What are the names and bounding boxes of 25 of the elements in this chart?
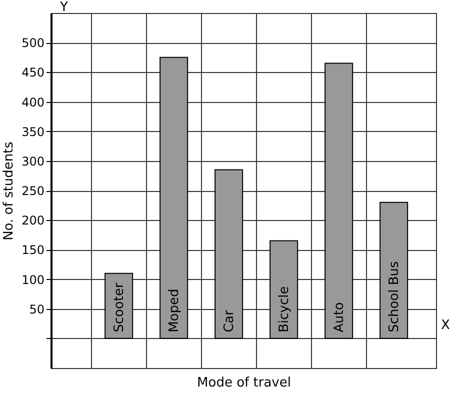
- bar: [324, 62, 354, 339]
- y-tick-label: 300: [22, 154, 44, 168]
- bar: [214, 169, 244, 339]
- y-tick-label: 150: [22, 243, 44, 258]
- x-axis-title: Mode of travel: [197, 376, 291, 390]
- y-tick-label: 500: [22, 36, 44, 50]
- bar: [380, 202, 408, 339]
- x-tick-label: Bicycle: [276, 286, 292, 332]
- y-tick-label: 50: [29, 302, 44, 316]
- x-tick-label: Auto: [332, 302, 347, 332]
- x-tick-label: Moped: [166, 288, 182, 332]
- y-tick-label: 400: [22, 95, 44, 110]
- y-axis-title: No. of students: [2, 141, 17, 240]
- y-tick-label: 250: [22, 184, 44, 198]
- x-tick-label: Car: [222, 309, 237, 332]
- y-tick-label: 200: [22, 214, 44, 228]
- text: X: [441, 318, 450, 333]
- annotation: Y: [60, 0, 68, 15]
- bar: [270, 240, 298, 339]
- bar: [160, 56, 188, 339]
- x-tick-label: School Bus: [386, 260, 402, 332]
- y-tick-label: 350: [22, 124, 44, 139]
- x-tick-label: Scooter: [112, 282, 127, 332]
- y-tick-label: 100: [22, 272, 44, 287]
- y-tick-label: 450: [22, 66, 44, 80]
